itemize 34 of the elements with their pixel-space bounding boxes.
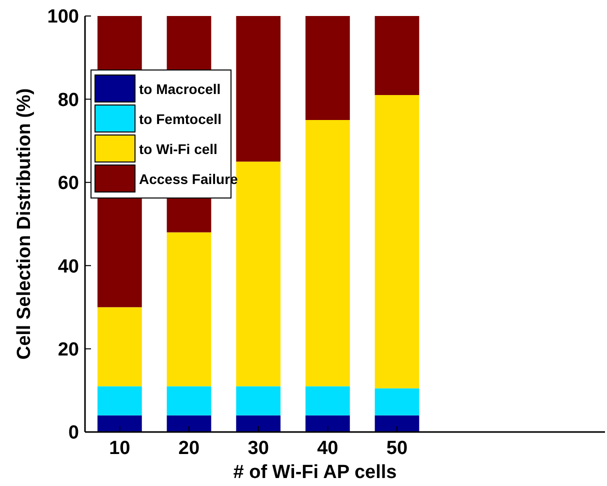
x-tick-label: 50	[386, 438, 408, 459]
bar	[374, 415, 420, 432]
bar	[374, 16, 420, 96]
legend-label: to Wi-Fi cell	[139, 140, 218, 157]
bar	[236, 16, 281, 162]
bar	[236, 386, 281, 416]
x-axis-title: # of Wi-Fi AP cells	[233, 462, 397, 483]
bar	[305, 16, 350, 120]
bar	[374, 95, 420, 388]
y-tick-label: 100	[47, 6, 79, 28]
x-tick-label: 30	[248, 438, 269, 459]
legend-label: to Macrocell	[139, 80, 221, 97]
bar	[305, 415, 350, 432]
bar	[166, 415, 212, 432]
y-axis-title: Cell Selection Distribution (%)	[14, 88, 35, 360]
bar	[236, 162, 281, 386]
bar	[236, 415, 281, 432]
y-tick-label: 40	[58, 256, 79, 278]
x-tick-label: 10	[109, 438, 130, 459]
y-tick-label: 80	[58, 90, 79, 111]
legend-label: to Femtocell	[139, 110, 222, 127]
bar	[97, 307, 142, 386]
x-tick-label: 20	[178, 438, 200, 459]
bar	[166, 232, 212, 386]
bar	[374, 388, 420, 416]
bar	[305, 120, 350, 386]
bar	[97, 415, 142, 432]
x-tick-label: 40	[317, 438, 338, 459]
y-tick-label: 0	[68, 422, 79, 444]
y-tick-label: 60	[58, 173, 79, 194]
bar	[305, 386, 350, 416]
y-tick-label: 20	[58, 339, 79, 360]
bar	[97, 386, 142, 416]
bar	[166, 386, 212, 416]
